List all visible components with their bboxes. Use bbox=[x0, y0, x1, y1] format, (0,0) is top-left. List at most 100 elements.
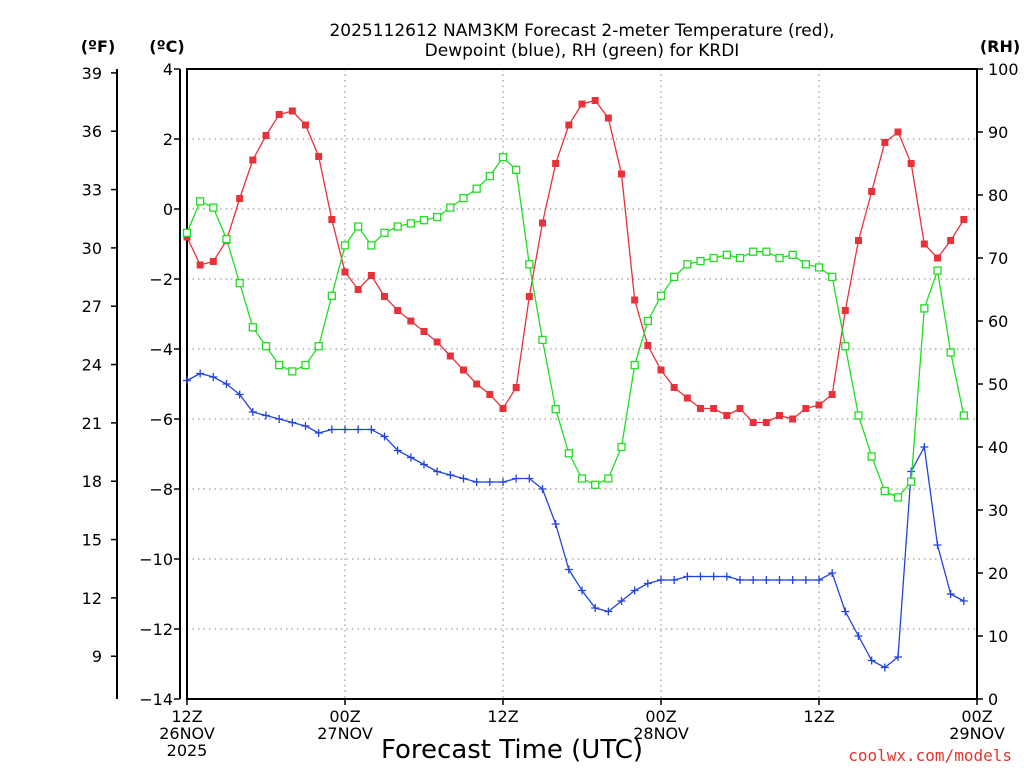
dewpoint-point bbox=[867, 656, 876, 665]
dewpoint-point bbox=[314, 429, 323, 437]
dewpoint-point bbox=[630, 586, 639, 595]
dewpoint-point bbox=[183, 376, 191, 385]
2-meter-temperature-point bbox=[920, 240, 928, 248]
rh-point bbox=[393, 222, 402, 231]
time-tick-label: 12Z bbox=[171, 707, 202, 726]
rh-tick-label: 100 bbox=[988, 60, 1019, 79]
rh-point bbox=[854, 411, 863, 420]
dewpoint-point bbox=[538, 485, 547, 493]
rh-tick-label: 60 bbox=[988, 312, 1008, 331]
dewpoint-point bbox=[933, 541, 942, 549]
dewpoint-point bbox=[749, 576, 758, 584]
rh-point bbox=[828, 272, 837, 282]
2-meter-temperature-point bbox=[288, 107, 296, 115]
2-meter-temperature-point bbox=[407, 317, 415, 325]
dewpoint-point bbox=[433, 467, 442, 476]
rh-point bbox=[670, 272, 679, 282]
celsius-unit-label: (ºC) bbox=[149, 37, 184, 56]
2-meter-temperature-point bbox=[723, 412, 731, 419]
rh-point bbox=[380, 228, 389, 237]
grid-lines bbox=[187, 69, 977, 699]
dewpoint-point bbox=[327, 425, 336, 434]
rh-point bbox=[735, 253, 745, 263]
dewpoint-point bbox=[472, 478, 481, 486]
rh-point bbox=[288, 367, 297, 376]
rh-point bbox=[788, 250, 797, 260]
2-meter-temperature-point bbox=[249, 156, 257, 164]
dewpoint-point bbox=[367, 425, 376, 434]
fahrenheit-tick-label: 33 bbox=[82, 181, 102, 200]
rh-point bbox=[314, 342, 323, 351]
rh-point bbox=[762, 247, 771, 256]
dewpoint-point bbox=[683, 572, 692, 581]
time-tick-label: 26NOV bbox=[159, 724, 215, 743]
2-meter-temperature-point bbox=[631, 296, 639, 304]
dewpoint-point bbox=[617, 597, 626, 605]
rh-point bbox=[209, 203, 218, 212]
2-meter-temperature-point bbox=[394, 307, 402, 314]
2-meter-temperature-point bbox=[841, 307, 849, 314]
time-tick-label: 29NOV bbox=[949, 724, 1005, 743]
dewpoint-point bbox=[222, 380, 231, 388]
2-meter-temperature-point bbox=[196, 261, 204, 269]
2-meter-temperature-point bbox=[275, 111, 283, 118]
rh-point bbox=[880, 486, 889, 496]
2-meter-temperature-point bbox=[420, 328, 428, 335]
2-meter-temperature-point bbox=[868, 188, 876, 195]
2-meter-temperature-point bbox=[499, 405, 507, 412]
2-meter-temperature-point bbox=[762, 419, 770, 426]
dewpoint-point bbox=[709, 572, 718, 581]
time-tick-label: 00Z bbox=[961, 707, 992, 726]
2-meter-temperature-point bbox=[473, 380, 481, 388]
celsius-tick-label: −10 bbox=[139, 550, 173, 569]
2-meter-temperature-point bbox=[683, 394, 691, 402]
rh-point bbox=[538, 335, 547, 345]
2-meter-temperature-point bbox=[315, 153, 323, 160]
rh-point bbox=[893, 493, 903, 502]
fahrenheit-tick-label: 12 bbox=[82, 589, 102, 608]
dewpoint-point bbox=[578, 586, 586, 595]
rh-point bbox=[814, 263, 824, 272]
2-meter-temperature-point bbox=[749, 419, 757, 426]
rh-point bbox=[696, 256, 705, 266]
dewpoint-point bbox=[420, 460, 428, 469]
rh-point bbox=[512, 165, 521, 174]
fahrenheit-tick-label: 39 bbox=[82, 64, 102, 83]
dewpoint-point bbox=[670, 576, 679, 584]
dewpoint-point bbox=[828, 569, 837, 577]
2-meter-temperature-point bbox=[486, 391, 494, 398]
dewpoint-point bbox=[406, 453, 415, 462]
dewpoint-point bbox=[696, 572, 705, 581]
rh-tick-label: 20 bbox=[988, 564, 1008, 583]
2-meter-temperature-point bbox=[183, 233, 191, 241]
rh-point bbox=[472, 184, 481, 193]
dewpoint-point bbox=[262, 411, 270, 420]
dewpoint-point bbox=[604, 607, 613, 616]
2-meter-temperature-point bbox=[828, 391, 836, 398]
rh-point bbox=[749, 247, 758, 256]
dewpoint-point bbox=[920, 443, 929, 451]
rh-point bbox=[485, 171, 494, 181]
2-meter-temperature-point bbox=[381, 293, 388, 300]
2-meter-temperature-point bbox=[460, 366, 467, 374]
dewpoint-point bbox=[499, 478, 507, 486]
fahrenheit-tick-label: 18 bbox=[82, 472, 102, 491]
2-meter-temperature-point bbox=[881, 139, 889, 146]
dewpoint-point bbox=[788, 576, 797, 584]
rh-point bbox=[235, 279, 244, 288]
2-meter-temperature-series bbox=[183, 97, 968, 426]
celsius-tick-label: −6 bbox=[149, 410, 173, 429]
rh-tick-label: 0 bbox=[988, 690, 998, 709]
dewpoint-point bbox=[894, 653, 902, 661]
2-meter-temperature-point bbox=[512, 384, 520, 391]
fahrenheit-tick-label: 9 bbox=[92, 647, 102, 666]
chart-title-line-2: Dewpoint (blue), RH (green) for KRDI bbox=[425, 41, 740, 61]
2-meter-temperature-point bbox=[539, 219, 546, 227]
2-meter-temperature-point bbox=[894, 128, 902, 136]
dewpoint-point bbox=[275, 415, 284, 423]
2-meter-temperature-point bbox=[302, 121, 309, 129]
time-tick-label: 27NOV bbox=[317, 724, 373, 743]
celsius-tick-label: 4 bbox=[163, 60, 173, 79]
